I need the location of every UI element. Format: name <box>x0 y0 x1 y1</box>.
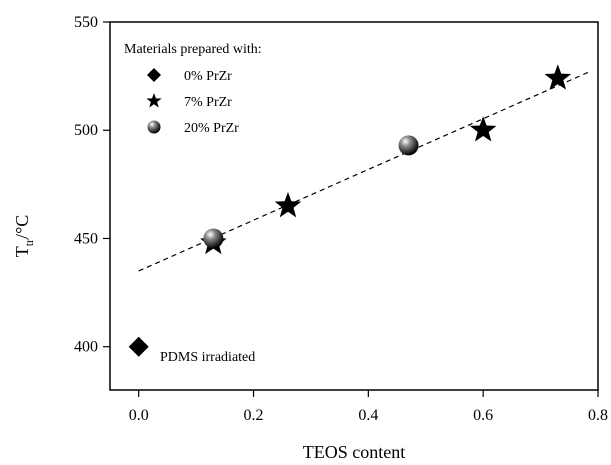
point-7pct-przr <box>469 116 497 142</box>
legend: Materials prepared with: 0% PrZr 7% PrZr… <box>124 42 262 136</box>
y-tick-label: 550 <box>74 14 98 31</box>
point-20pct-przr <box>203 228 224 249</box>
legend-title: Materials prepared with: <box>124 42 262 57</box>
point-7pct-przr <box>544 64 572 90</box>
x-tick-label: 0.2 <box>244 407 264 424</box>
y-axis-ticks: 400 450 500 550 <box>74 14 110 356</box>
y-axis-title-main: T <box>12 246 32 257</box>
y-tick-label: 450 <box>74 230 98 247</box>
y-tick-label: 400 <box>74 339 98 356</box>
legend-marker-star <box>146 93 162 108</box>
x-axis-title: TEOS content <box>303 442 405 462</box>
legend-entry-1: 7% PrZr <box>184 95 232 110</box>
y-tick-label: 500 <box>74 122 98 139</box>
data-points <box>200 64 572 255</box>
point-20pct-przr <box>398 135 419 156</box>
x-tick-label: 0.8 <box>588 407 608 424</box>
plot-frame <box>109 21 599 391</box>
legend-marker-sphere <box>147 120 161 134</box>
pdms-annotation: PDMS irradiated <box>160 350 255 365</box>
y-axis-title-unit: /°C <box>12 215 32 239</box>
legend-marker-diamond <box>147 68 161 82</box>
legend-entry-0: 0% PrZr <box>184 69 232 84</box>
x-tick-label: 0.4 <box>358 407 378 424</box>
x-tick-label: 0.6 <box>473 407 493 424</box>
y-axis-title: Ttr/°C <box>12 215 36 258</box>
legend-entry-2: 20% PrZr <box>184 121 239 136</box>
pdms-diamond-marker <box>128 336 149 357</box>
x-axis-ticks: 0.0 0.2 0.4 0.6 0.8 <box>129 390 608 424</box>
point-7pct-przr <box>274 192 302 218</box>
x-tick-label: 0.0 <box>129 407 149 424</box>
y-axis-title-subscript: tr <box>22 239 36 246</box>
